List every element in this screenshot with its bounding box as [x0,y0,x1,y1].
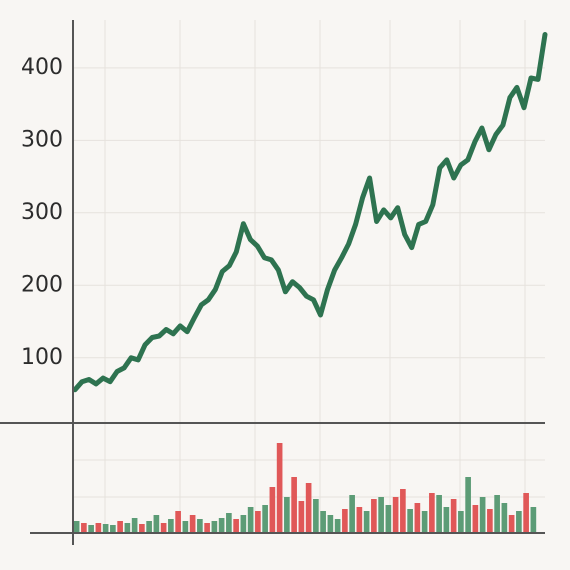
volume-bar [240,515,247,533]
volume-bar [530,507,537,533]
volume-bar [378,497,384,533]
volume-bar [291,477,297,533]
volume-bar [523,493,529,533]
volume-bar [160,523,167,533]
volume-bar [233,519,239,533]
volume-bar [262,505,268,533]
volume-bar [465,477,471,533]
volume-bar [385,505,392,533]
volume-bar [472,505,479,533]
volume-bar [175,511,181,533]
volume-bar [95,523,102,533]
y-tick-label: 100 [21,345,63,370]
volume-bar [226,513,232,533]
price-line [72,32,548,393]
y-tick-label: 300 [21,127,63,152]
volume-bar [139,524,145,533]
volume-bar [313,499,319,533]
y-tick-label: 300 [21,200,63,225]
volume-bar [218,518,225,533]
volume-bar [327,515,334,533]
volume-bar [342,509,348,533]
grid [73,67,545,359]
volume-bar [429,493,435,533]
volume-bar [88,525,94,533]
volume-bar [81,523,87,533]
volume-bar [320,511,326,533]
volume-bar [407,509,413,533]
volume-bar [153,515,160,533]
volume-bar [305,483,312,533]
volume-bar [494,495,500,533]
volume-bar [414,503,421,533]
volume-bar [124,523,131,533]
volume-bar [501,503,508,533]
volume-bar [247,507,254,533]
volume-bar [102,524,109,533]
volume-bar [182,521,189,533]
volume-bar [443,507,450,533]
volume-bar [487,509,493,533]
volume-bar [204,523,210,533]
vertical-grid [73,20,545,533]
volume-bar [508,515,515,533]
volume-bar [421,511,428,533]
volume-bar [298,501,305,533]
volume-bar [131,518,138,533]
volume-bar [479,497,486,533]
volume-bar [458,511,464,533]
volume-bar [284,497,290,533]
volume-bar [197,519,203,533]
volume-bar [269,487,276,533]
volume-panel [73,443,537,533]
y-tick-label: 200 [21,272,63,297]
volume-bar [392,497,399,533]
volume-bar [400,489,406,533]
volume-bar [168,519,174,533]
volume-bar [73,521,80,533]
y-tick-label: 400 [21,55,63,80]
volume-bar [363,511,370,533]
volume-bar [117,521,123,533]
volume-bar [356,507,363,533]
volume-bar [516,511,522,533]
volume-bar [371,499,377,533]
volume-bar [189,515,196,533]
volume-bar [334,519,341,533]
volume-bar [436,495,442,533]
volume-bar [146,521,152,533]
volume-bar [110,525,116,533]
volume-bar [211,521,218,533]
price-panel [72,32,548,393]
volume-bar [349,495,355,533]
volume-bar [450,499,457,533]
volume-bar [276,443,283,533]
volume-bar [255,511,261,533]
